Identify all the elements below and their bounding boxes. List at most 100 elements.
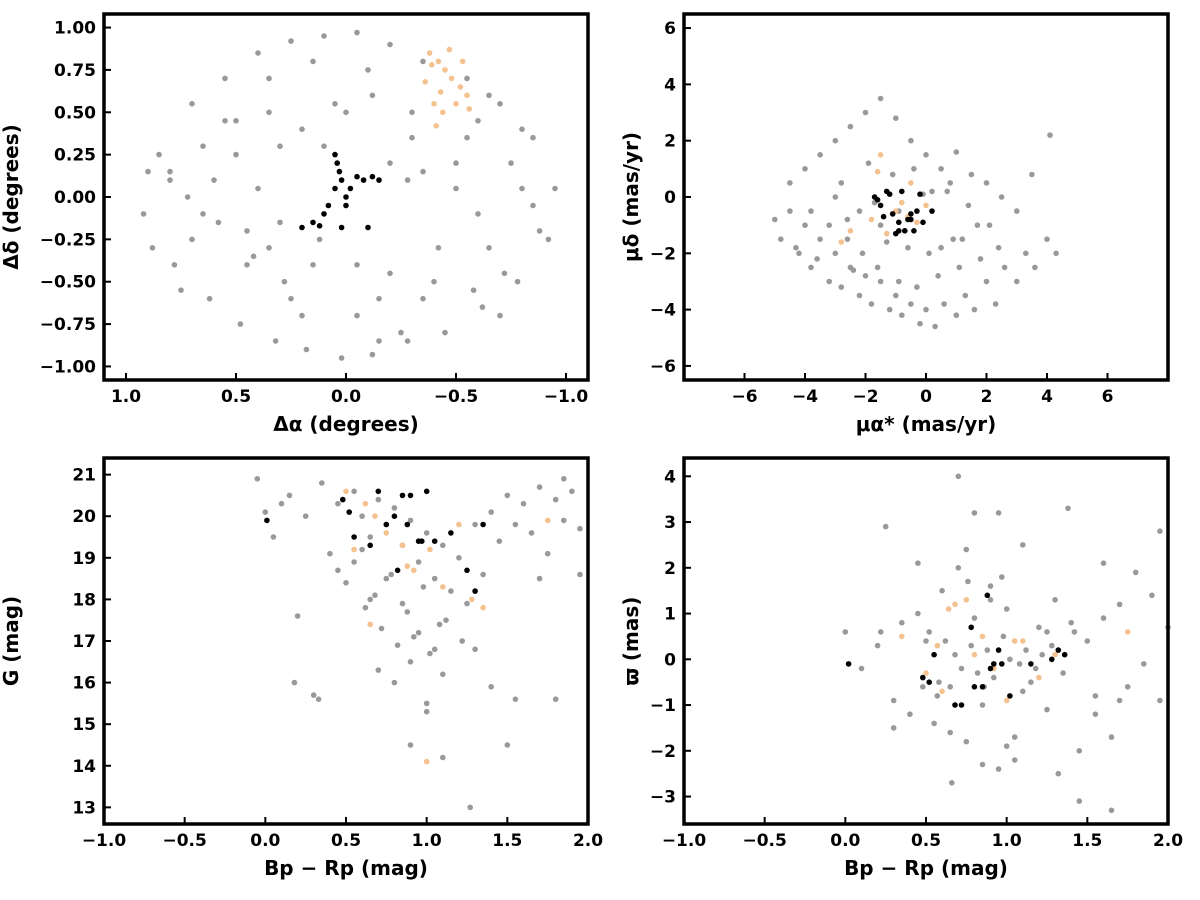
data-points bbox=[842, 473, 1171, 814]
field-star-point bbox=[1032, 264, 1038, 271]
field-star-point bbox=[1023, 250, 1029, 257]
x-tick-label: 0 bbox=[920, 387, 932, 407]
y-tick-label: 0 bbox=[664, 188, 676, 208]
field-star-point bbox=[486, 92, 492, 99]
x-tick-label: 2 bbox=[981, 387, 993, 407]
y-tick-label: 4 bbox=[664, 467, 676, 487]
x-tick-label: 2.0 bbox=[1153, 831, 1183, 851]
field-star-point bbox=[316, 236, 323, 243]
member-star-point bbox=[902, 228, 908, 234]
field-star-point bbox=[953, 149, 960, 155]
candidate-star-point bbox=[908, 180, 914, 186]
field-star-point bbox=[415, 629, 422, 636]
field-star-point bbox=[1068, 619, 1074, 626]
member-star-point bbox=[332, 185, 338, 192]
x-tick-label: −6 bbox=[731, 387, 757, 407]
candidate-star-point bbox=[914, 219, 920, 226]
candidate-star-point bbox=[877, 152, 884, 158]
field-star-point bbox=[995, 766, 1002, 772]
field-star-point bbox=[859, 250, 866, 257]
field-star-point bbox=[1020, 688, 1026, 695]
field-star-point bbox=[435, 245, 442, 251]
y-tick-label: 2 bbox=[664, 559, 676, 579]
plot-frame bbox=[682, 12, 1170, 382]
member-star-point bbox=[325, 202, 332, 209]
field-star-point bbox=[354, 262, 360, 268]
field-star-point bbox=[915, 560, 921, 566]
field-star-point bbox=[974, 670, 981, 676]
field-star-point bbox=[772, 216, 778, 223]
field-star-point bbox=[1029, 171, 1035, 178]
field-star-point bbox=[944, 188, 950, 195]
field-star-point bbox=[977, 256, 984, 262]
x-tick-label: 1.5 bbox=[1072, 831, 1102, 851]
field-star-point bbox=[1001, 264, 1008, 271]
y-tick-label: 0.50 bbox=[54, 103, 96, 123]
field-star-point bbox=[512, 696, 519, 702]
field-star-point bbox=[552, 496, 559, 503]
field-star-point bbox=[844, 236, 851, 242]
field-star-point bbox=[877, 95, 884, 102]
y-tick-label: 16 bbox=[72, 674, 96, 694]
member-star-point bbox=[1028, 661, 1034, 667]
field-star-point bbox=[254, 476, 261, 482]
x-tick-label: 0.0 bbox=[250, 831, 280, 851]
field-star-point bbox=[1116, 697, 1123, 704]
field-star-point bbox=[504, 742, 511, 748]
member-star-point bbox=[334, 160, 341, 166]
candidate-star-point bbox=[351, 546, 357, 553]
series-candidate-star bbox=[838, 152, 929, 245]
field-star-point bbox=[862, 273, 869, 279]
member-star-point bbox=[407, 492, 414, 499]
member-star-point bbox=[365, 224, 371, 231]
field-star-point bbox=[448, 588, 454, 594]
field-star-point bbox=[963, 546, 970, 553]
y-axis-label: Δδ (degrees) bbox=[0, 124, 23, 270]
member-star-point bbox=[917, 191, 923, 197]
field-star-point bbox=[362, 604, 369, 611]
field-star-point bbox=[802, 222, 808, 228]
field-star-point bbox=[486, 245, 492, 251]
field-star-point bbox=[277, 143, 283, 149]
candidate-star-point bbox=[469, 596, 475, 603]
field-star-point bbox=[427, 650, 433, 657]
candidate-star-point bbox=[1036, 674, 1042, 681]
series-field-star bbox=[772, 95, 1059, 330]
field-star-point bbox=[936, 679, 942, 685]
member-star-point bbox=[419, 538, 425, 544]
x-tick-label: 0.0 bbox=[331, 387, 361, 407]
candidate-star-point bbox=[939, 688, 945, 695]
field-star-point bbox=[266, 109, 272, 116]
member-star-point bbox=[929, 208, 935, 214]
candidate-star-point bbox=[433, 123, 440, 129]
field-star-point bbox=[409, 109, 415, 116]
field-star-point bbox=[939, 587, 945, 594]
field-star-point bbox=[255, 50, 261, 56]
field-star-point bbox=[184, 194, 191, 200]
member-star-point bbox=[299, 224, 305, 231]
field-star-point bbox=[488, 684, 495, 690]
field-star-point bbox=[826, 278, 832, 285]
field-star-point bbox=[862, 109, 869, 116]
field-star-point bbox=[802, 166, 808, 172]
field-star-point bbox=[367, 596, 374, 603]
field-star-point bbox=[955, 565, 962, 571]
data-points bbox=[254, 476, 583, 811]
y-tick-label: 0.25 bbox=[54, 146, 96, 166]
x-axis-label: Δα (degrees) bbox=[273, 412, 419, 436]
field-star-point bbox=[932, 323, 938, 330]
field-star-point bbox=[351, 488, 357, 495]
x-tick-label: 1.5 bbox=[492, 831, 522, 851]
series-member-star bbox=[845, 592, 1068, 708]
field-star-point bbox=[942, 638, 949, 644]
field-star-point bbox=[310, 692, 317, 698]
member-star-point bbox=[346, 509, 353, 515]
y-tick-label: 0.00 bbox=[54, 188, 96, 208]
field-star-point bbox=[409, 134, 415, 141]
field-star-point bbox=[926, 629, 932, 635]
field-star-point bbox=[1108, 807, 1115, 814]
field-star-point bbox=[1076, 798, 1083, 804]
field-star-point bbox=[817, 152, 823, 158]
candidate-star-point bbox=[426, 50, 433, 56]
candidate-star-point bbox=[440, 109, 446, 116]
